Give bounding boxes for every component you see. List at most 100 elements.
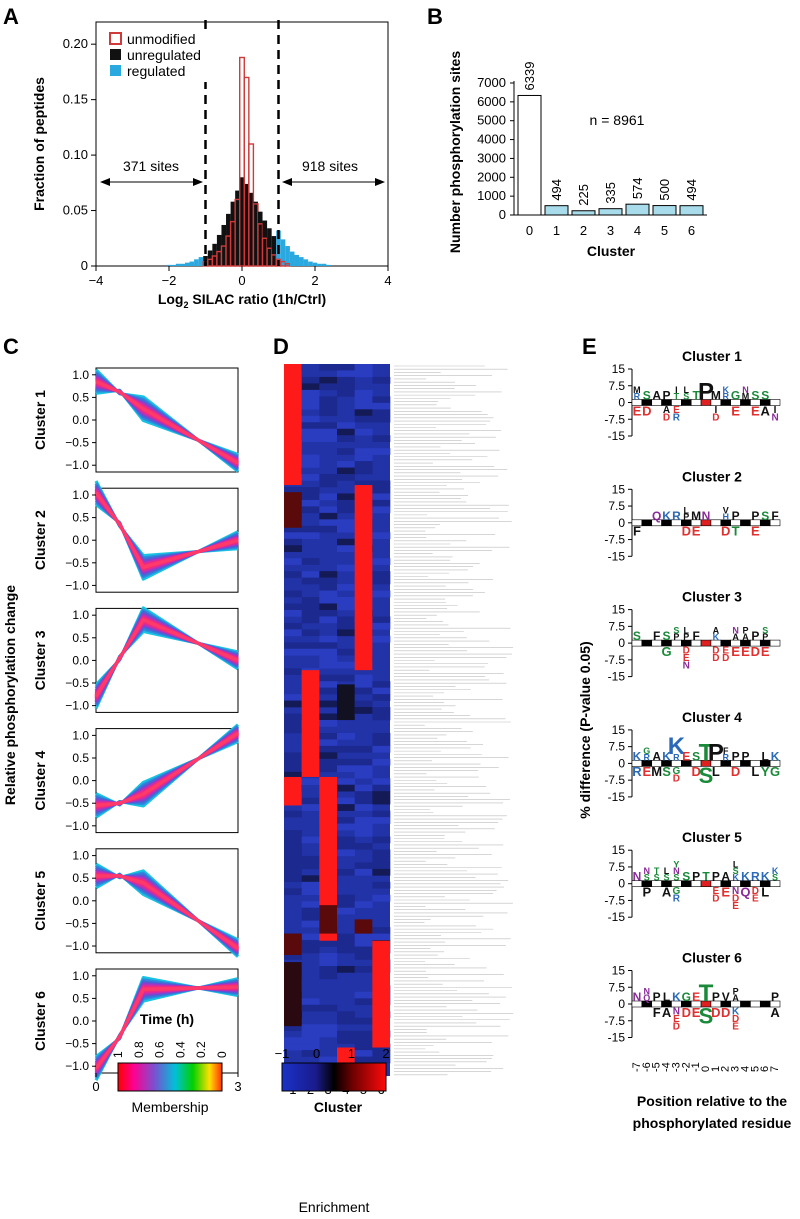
- heatmap-cell: [301, 558, 320, 565]
- heatmap-cell: [354, 454, 373, 462]
- total-annotation: n = 8961: [590, 112, 645, 128]
- bar-value-label: 335: [603, 182, 618, 204]
- bar-unregulated: [207, 250, 213, 266]
- logo-letter: L: [663, 990, 670, 1004]
- x-axis-title: Time (h): [140, 1011, 194, 1027]
- heatmap-cell: [301, 920, 320, 928]
- heatmap-cell: [372, 810, 391, 818]
- logo-letter: G: [643, 746, 650, 756]
- heatmap-cell: [337, 584, 355, 591]
- logo-letter: E: [692, 1005, 701, 1020]
- heatmap-cell: [372, 486, 391, 494]
- cluster-label: Cluster 6: [32, 991, 48, 1051]
- bar: [625, 203, 650, 216]
- logo-letter: P: [653, 990, 661, 1004]
- membership-label: Membership: [131, 1099, 208, 1115]
- heatmap-cell: [337, 849, 355, 857]
- heatmap-cell: [284, 888, 302, 896]
- y-tick-label: −1.0: [65, 819, 89, 833]
- plot-frame: [95, 487, 239, 593]
- bar-unregulated: [244, 183, 249, 266]
- cluster-title: Cluster 4: [682, 709, 742, 725]
- bar-value-label: 494: [684, 179, 699, 201]
- heatmap-cell: [301, 428, 320, 436]
- heatmap-cell: [372, 784, 391, 792]
- heatmap-cell: [372, 707, 391, 714]
- y-tick-label: 0.5: [72, 511, 89, 525]
- logo-letter: F: [723, 746, 729, 756]
- logo-letter: A: [732, 993, 739, 1003]
- heatmap-cell: [319, 603, 338, 611]
- logo-letter: S: [733, 866, 739, 876]
- heatmap-cell: [337, 461, 355, 468]
- y-tick-label: 3000: [477, 150, 506, 165]
- y-tick-label: 0: [618, 756, 625, 770]
- panel-letter-e: E: [582, 334, 597, 359]
- membership-tick: 0: [215, 1051, 229, 1058]
- heatmap-cell: [337, 907, 355, 915]
- position-cell: [750, 1000, 761, 1008]
- heatmap-cell: [301, 461, 320, 468]
- y-tick-label: −0.5: [65, 676, 89, 690]
- y-tick-label: −0.5: [65, 916, 89, 930]
- y-tick-label: 0.20: [63, 36, 88, 51]
- x-axis-title: Cluster: [587, 243, 636, 259]
- heatmap-cell: [337, 629, 355, 637]
- bar-series: 6339 0 494 1 225 2 335 3 574 4 500 5 494 6: [517, 62, 704, 238]
- heatmap-cell: [372, 402, 391, 410]
- logo-letter: S: [699, 1004, 714, 1029]
- logo-letter: N: [644, 987, 651, 997]
- bar-unregulated: [271, 236, 277, 266]
- logo-letter: D: [732, 1014, 739, 1025]
- colorbar-tick: −1: [275, 1046, 290, 1061]
- logo-letter: G: [682, 990, 691, 1004]
- logo-letter: D: [732, 894, 739, 905]
- heatmap-cell: [319, 616, 338, 624]
- heatmap-cell: [301, 836, 320, 844]
- heatmap-cell: [337, 661, 355, 669]
- y-tick-label: -7.5: [604, 1014, 625, 1028]
- heatmap-cell: [337, 467, 355, 475]
- heatmap-cell: [301, 855, 320, 863]
- bar: [517, 94, 542, 216]
- cluster-plot: 1.0 0.5 0.0 −0.5 −1.0 Cluster 4: [32, 723, 240, 834]
- logo-letter: F: [633, 524, 641, 539]
- heatmap-cell: [319, 480, 338, 488]
- heatmap-cell: [337, 732, 355, 740]
- logo-letter: A: [761, 403, 771, 418]
- logo-letter: R: [672, 509, 681, 523]
- logo-letter: S: [643, 389, 651, 403]
- x-axis-title-line2: phosphorylated residue: [633, 1115, 792, 1131]
- heatmap-cell: [337, 797, 355, 805]
- heatmap-cell: [337, 901, 355, 909]
- heatmap-cell: [319, 422, 338, 430]
- heatmap-cell: [337, 474, 355, 481]
- logo-letter: D: [721, 1005, 730, 1020]
- logo-letter: N: [732, 886, 739, 897]
- heatmap-cell: [354, 901, 373, 909]
- heatmap-cell: [337, 868, 355, 876]
- logo-letter: N: [633, 870, 642, 884]
- heatmap-cell: [284, 603, 302, 611]
- logo-letter: K: [732, 1007, 740, 1018]
- heatmap-cell: [284, 622, 302, 630]
- heatmap-cell: [284, 752, 302, 760]
- position-cell: [769, 639, 781, 647]
- heatmap-cell: [284, 1024, 302, 1031]
- position-label: 1: [710, 1066, 722, 1072]
- position-label: 4: [739, 1066, 751, 1072]
- heatmap-cell: [319, 713, 338, 721]
- x-axis-title: Log2 SILAC ratio (1h/Ctrl): [158, 291, 326, 310]
- membership-tick: 0.4: [173, 1041, 187, 1058]
- logo-letter: R: [673, 894, 681, 905]
- logo-letter: K: [662, 509, 671, 523]
- logo-letter: D: [751, 644, 760, 659]
- logo-letter: K: [771, 749, 780, 763]
- y-axis-title: % difference (P-value 0.05): [577, 641, 593, 818]
- heatmap-cell: [301, 532, 320, 540]
- logo-letter: D: [682, 1005, 691, 1020]
- x-tick-label: 1: [553, 223, 560, 238]
- heatmap-cell: [319, 1030, 338, 1038]
